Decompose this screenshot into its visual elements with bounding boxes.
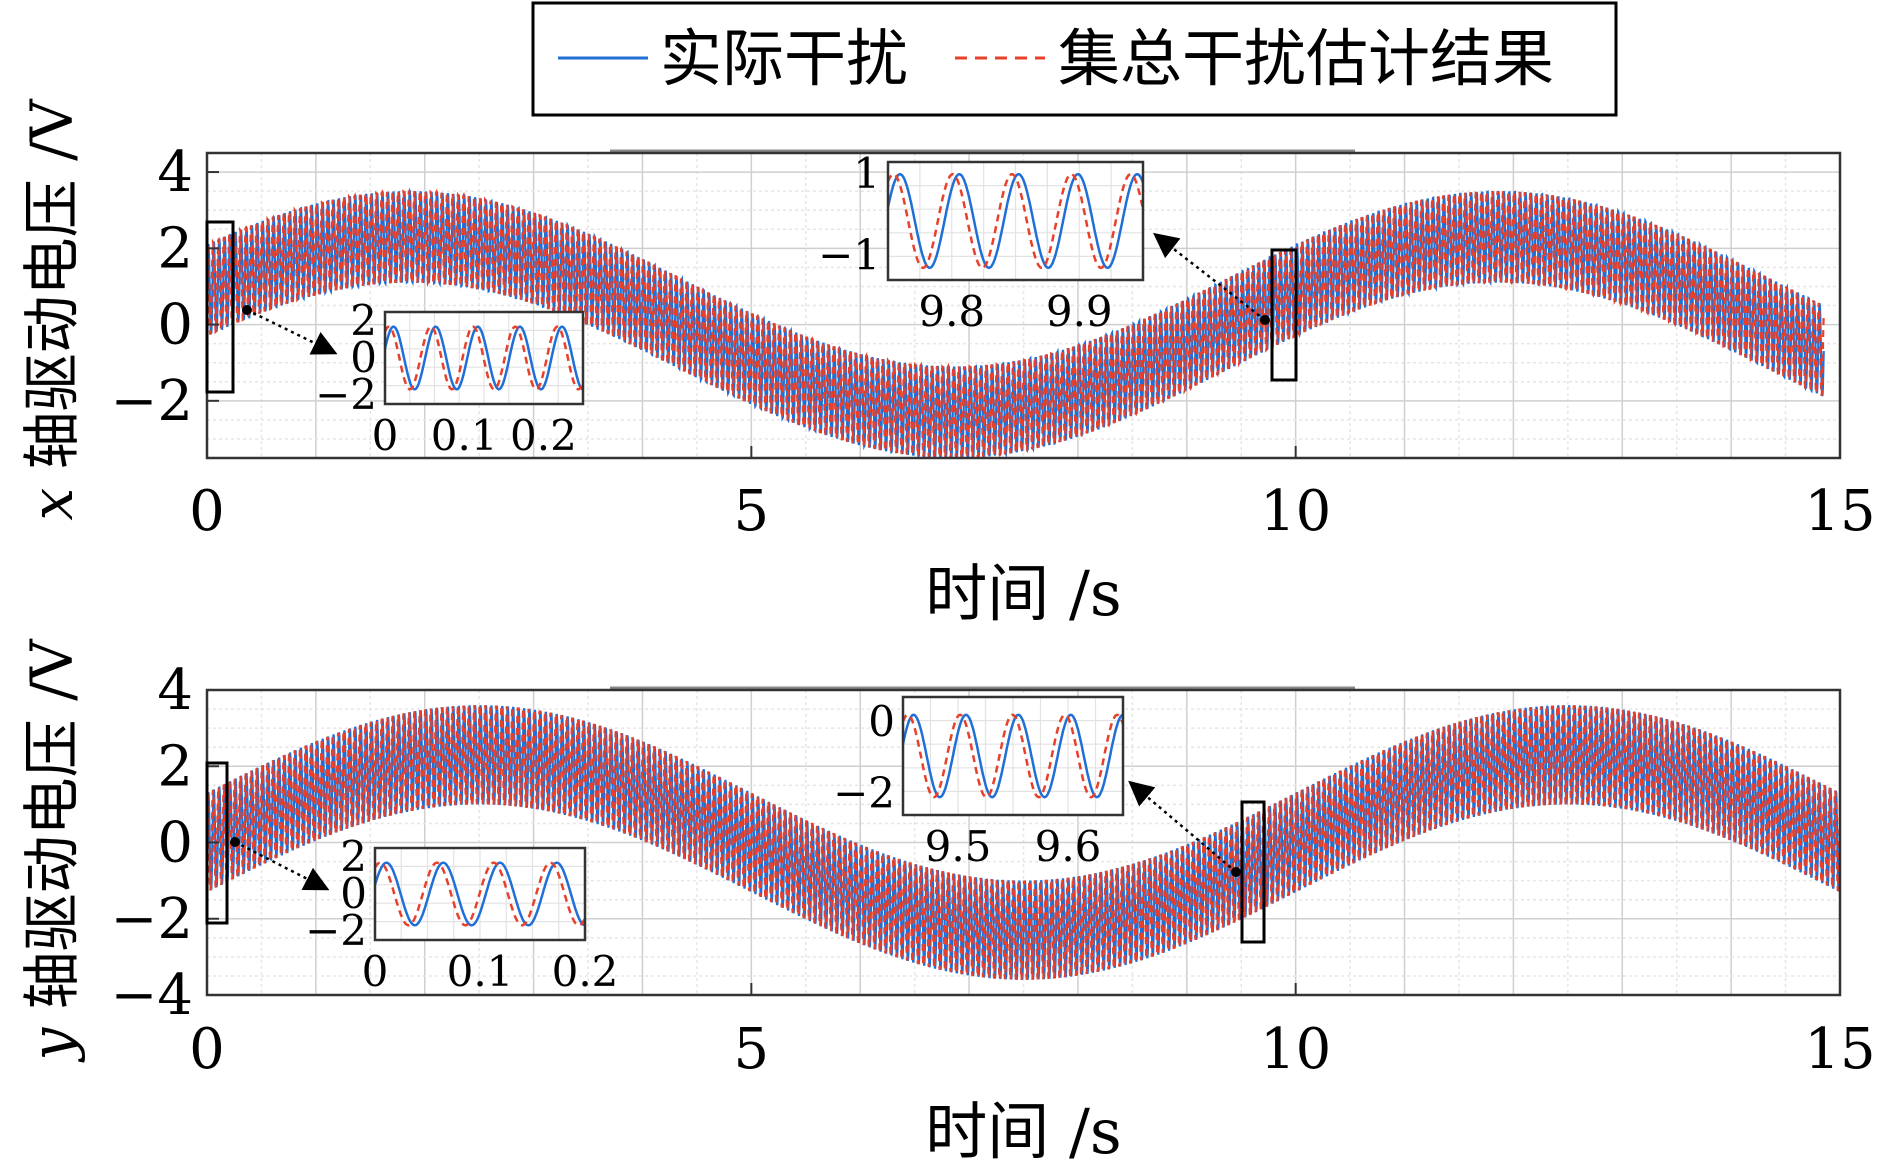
y-ticks: −2 0 2 4 bbox=[110, 140, 219, 434]
zoom-arrow bbox=[1128, 780, 1237, 873]
y-tick-label: −2 bbox=[110, 369, 193, 434]
zoom-box bbox=[1240, 800, 1266, 944]
inset-frame bbox=[886, 160, 1145, 282]
inset-series bbox=[375, 861, 585, 927]
y-tick-label: 4 bbox=[157, 658, 193, 723]
inset-y-tick-label: 2 bbox=[340, 832, 367, 881]
inset-y-tick-label: −2 bbox=[833, 769, 895, 818]
inset-series bbox=[385, 325, 583, 391]
inset-y-tick-label: 0 bbox=[340, 869, 367, 918]
inset-series bbox=[903, 713, 1123, 799]
inset: 9.5 9.6 0 −2 bbox=[833, 695, 1266, 944]
inset-x-tick-label: 9.9 bbox=[1046, 287, 1113, 336]
x-tick-label: 5 bbox=[734, 1017, 770, 1082]
x-tick-label: 15 bbox=[1804, 1017, 1875, 1082]
inset-x-tick-label: 0 bbox=[372, 411, 399, 460]
series-group bbox=[207, 705, 1840, 980]
x-tick-label: 0 bbox=[189, 1017, 225, 1082]
zoom-arrow bbox=[1153, 232, 1266, 321]
x-tick-label: 0 bbox=[189, 479, 225, 544]
y-axis-label: x 轴驱动电压 /V bbox=[18, 98, 86, 520]
y-axis-label-text: 轴驱动电压 /V bbox=[18, 98, 86, 469]
y-tick-label: 2 bbox=[157, 734, 193, 799]
x-axis-label: 时间 /s bbox=[925, 1095, 1121, 1168]
inset-x-tick-label: 9.5 bbox=[925, 822, 992, 871]
inset-y-tick-label: −2 bbox=[305, 906, 367, 955]
inset-frame bbox=[373, 846, 587, 942]
inset-line-actual bbox=[903, 713, 1123, 799]
inset-x-tick-label: 0 bbox=[362, 947, 389, 996]
legend: 实际干扰 集总干扰估计结果 bbox=[531, 1, 1618, 117]
inset-frame bbox=[901, 695, 1125, 817]
inset-y-tick-label: −2 bbox=[315, 370, 377, 419]
inset-y-tick-label: 2 bbox=[350, 296, 377, 345]
inset-series bbox=[888, 172, 1143, 270]
x-ticks: 0 5 10 15 bbox=[189, 983, 1876, 1082]
inset-line-estimate bbox=[888, 172, 1143, 270]
inset-y-tick-label: −1 bbox=[818, 231, 880, 280]
inset-x-tick-label: 9.8 bbox=[918, 287, 985, 336]
x-tick-label: 10 bbox=[1260, 1017, 1331, 1082]
inset-line-actual bbox=[375, 861, 585, 927]
y-axis-label: y 轴驱动电压 /V bbox=[18, 638, 86, 1063]
zoom-box bbox=[1270, 248, 1298, 382]
y-tick-label: −2 bbox=[110, 887, 193, 952]
inset-line-estimate bbox=[385, 325, 583, 391]
y-ticks: −4 −2 0 2 4 bbox=[110, 658, 219, 1028]
inset-line-estimate bbox=[375, 861, 585, 927]
inset: 0 0.1 0.220−2 bbox=[205, 220, 585, 460]
y-axis-label-variable: y bbox=[18, 1009, 86, 1063]
inset-x-tick-label: 9.6 bbox=[1035, 822, 1102, 871]
series-line-estimate bbox=[207, 187, 1825, 458]
y-axis-label-text: 轴驱动电压 /V bbox=[18, 638, 86, 1009]
legend-label-estimate: 集总干扰估计结果 bbox=[1058, 22, 1554, 95]
y-tick-label: −4 bbox=[110, 963, 193, 1028]
zoom-box bbox=[205, 220, 235, 394]
zoom-arrow bbox=[246, 308, 338, 355]
inset-x-tick-label: 0.1 bbox=[447, 947, 514, 996]
inset-line-estimate bbox=[903, 713, 1123, 799]
x-ticks: 0 5 10 15 bbox=[189, 446, 1876, 544]
inset-y-tick-label: 0 bbox=[868, 697, 895, 746]
inset: 0 0.1 0.220−2 bbox=[205, 761, 619, 996]
zoom-arrow bbox=[234, 840, 330, 891]
inset-line-actual bbox=[385, 325, 583, 391]
y-tick-label: 0 bbox=[157, 811, 193, 876]
series-group bbox=[207, 187, 1825, 458]
series-line-estimate bbox=[207, 705, 1840, 980]
x-tick-label: 10 bbox=[1260, 479, 1331, 544]
inset-x-tick-label: 0.1 bbox=[431, 411, 498, 460]
y-tick-label: 0 bbox=[157, 293, 193, 358]
legend-label-actual: 实际干扰 bbox=[660, 22, 908, 95]
zoom-box bbox=[205, 761, 229, 925]
inset-y-tick-label: 0 bbox=[350, 333, 377, 382]
inset-frame bbox=[383, 310, 585, 406]
x-tick-label: 15 bbox=[1804, 479, 1875, 544]
y-axis-label-variable: x bbox=[18, 469, 86, 520]
inset: 9.8 9.9 1 −1 bbox=[818, 149, 1298, 382]
inset-x-tick-label: 0.2 bbox=[510, 411, 577, 460]
y-tick-label: 4 bbox=[157, 140, 193, 205]
x-tick-label: 5 bbox=[734, 479, 770, 544]
x-axis-label: 时间 /s bbox=[925, 557, 1121, 630]
y-tick-label: 2 bbox=[157, 216, 193, 281]
inset-y-tick-label: 1 bbox=[853, 149, 880, 198]
inset-x-tick-label: 0.2 bbox=[552, 947, 619, 996]
legend-box bbox=[531, 1, 1618, 117]
